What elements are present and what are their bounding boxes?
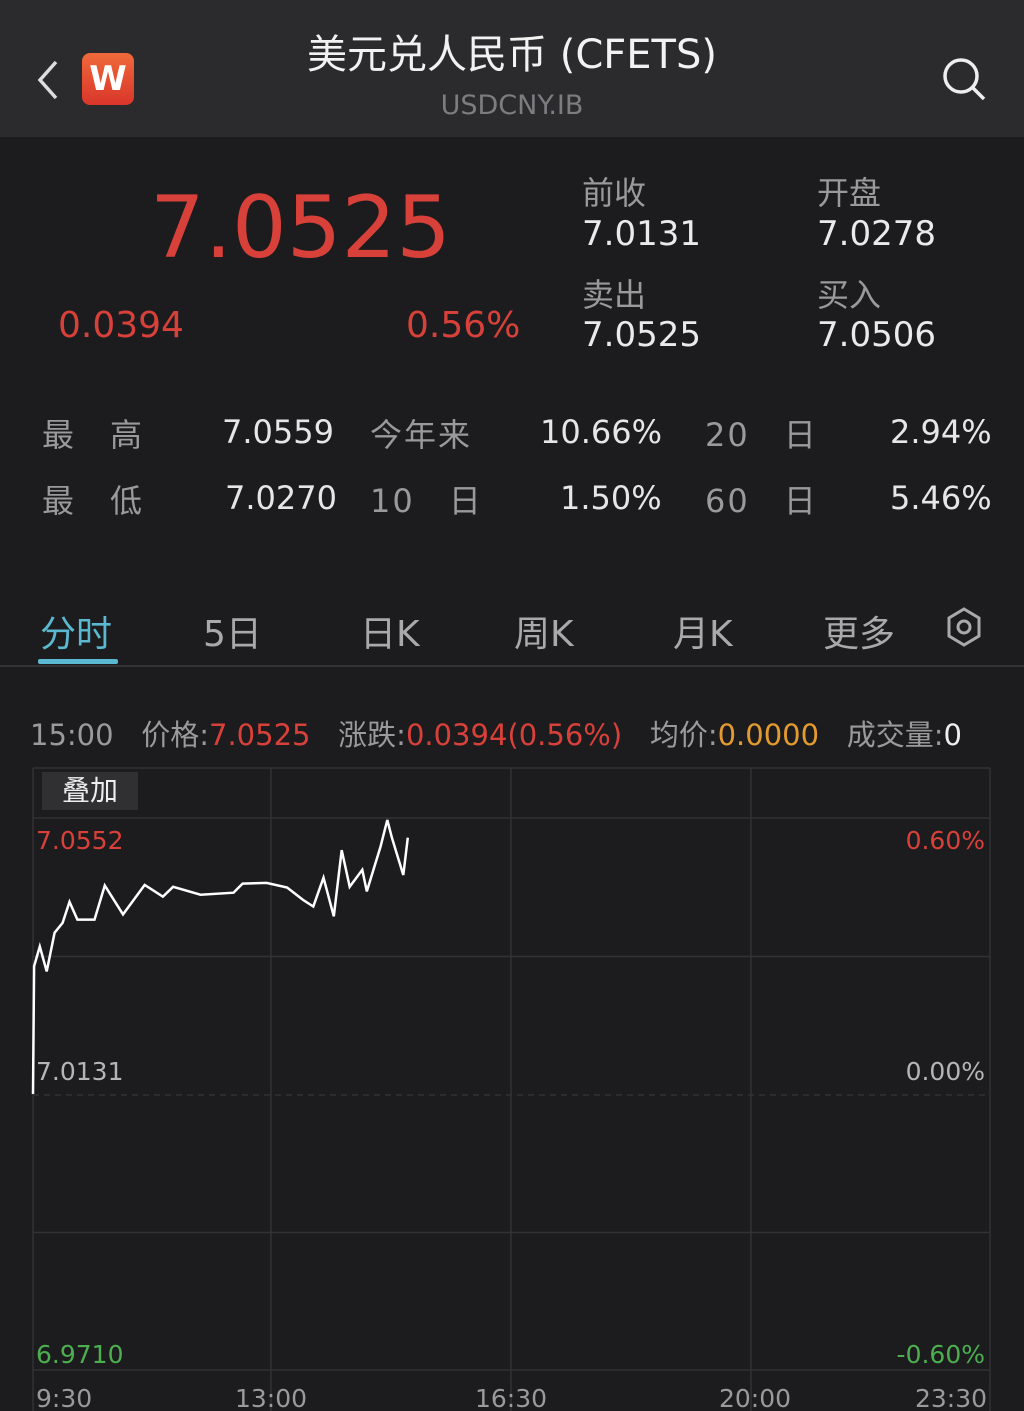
y-label-mid: 7.0131 [36,1057,123,1086]
open-value: 7.0278 [817,214,936,254]
price-change-pct: 0.56% [406,305,521,346]
info-avg-label: 均价: [649,718,718,752]
tab-monthly-k[interactable]: 月K [673,614,733,655]
stat-value: 5.46% [890,479,992,517]
back-icon[interactable] [34,58,62,102]
info-avg: 0.0000 [717,718,820,752]
settings-icon[interactable] [945,606,983,648]
y-label-bottom: 6.9710 [36,1340,123,1369]
x-tick: 9:30 [36,1384,92,1411]
price-line [31,819,410,1095]
pct-label-bottom: -0.60% [897,1340,985,1369]
pct-label-top: 0.60% [906,826,985,855]
prev-close-label: 前收 [582,174,647,212]
stat-value: 7.0270 [225,479,337,517]
stat-label: 最 高 [42,416,145,454]
open-label: 开盘 [817,174,882,212]
x-tick: 20:00 [719,1384,791,1411]
search-icon[interactable] [940,55,988,103]
tab-intraday[interactable]: 分时 [40,614,113,655]
prev-close-value: 7.0131 [582,214,701,254]
info-change: 0.0394(0.56%) [405,718,623,752]
info-volume-label: 成交量: [846,718,944,752]
app-logo[interactable]: W [82,53,134,105]
price-change: 0.0394 [58,305,184,346]
ask-value: 7.0525 [582,315,701,355]
bid-label: 买入 [817,276,882,314]
stat-label: 今年来 [370,416,473,454]
y-label-top: 7.0552 [36,826,123,855]
info-price: 7.0525 [209,718,311,752]
intraday-chart[interactable]: 7.0552 7.0131 6.9710 0.60% 0.00% -0.60% … [0,767,1024,1411]
stat-value: 1.50% [560,479,662,517]
info-price-label: 价格: [141,718,210,752]
stat-value: 7.0559 [222,413,334,451]
top-bar: W 美元兑人民币 (CFETS) USDCNY.IB [0,0,1024,137]
bid-value: 7.0506 [817,315,936,355]
chart-grid [32,767,991,1411]
info-change-label: 涨跌: [338,718,406,752]
divider [0,665,1024,667]
stat-value: 10.66% [540,413,663,451]
x-tick: 23:30 [915,1384,987,1411]
crosshair-info: 15:00 价格:7.0525 涨跌:0.0394(0.56%) 均价:0.00… [30,712,962,754]
tab-more[interactable]: 更多 [823,614,896,655]
stat-label: 20 日 [705,416,818,454]
tab-daily-k[interactable]: 日K [360,614,420,655]
info-time: 15:00 [30,718,114,752]
x-tick: 13:00 [235,1384,307,1411]
tab-weekly-k[interactable]: 周K [514,614,574,655]
active-tab-indicator [38,659,118,664]
info-volume: 0 [943,718,962,752]
stat-label: 10 日 [370,482,483,520]
stat-label: 60 日 [705,482,818,520]
overlay-button[interactable]: 叠加 [42,772,138,810]
symbol-code: USDCNY.IB [440,90,584,121]
pct-label-mid: 0.00% [906,1057,985,1086]
x-tick: 16:30 [475,1384,547,1411]
stat-label: 最 低 [42,482,145,520]
page-title: 美元兑人民币 (CFETS) [307,32,717,78]
ask-label: 卖出 [582,276,647,314]
last-price: 7.0525 [150,178,451,278]
tab-5day[interactable]: 5日 [203,614,262,655]
stat-value: 2.94% [890,413,992,451]
